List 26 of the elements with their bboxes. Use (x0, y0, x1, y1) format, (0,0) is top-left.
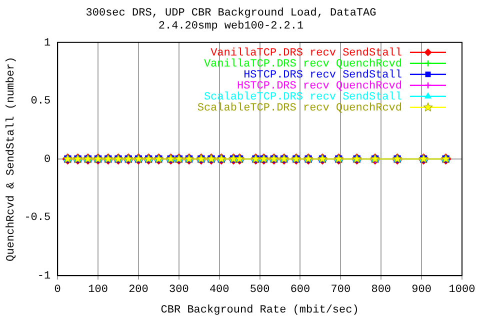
x-tick-label: 900 (412, 284, 432, 296)
text: 300sec DRS, UDP CBR Background Load, DataTAG (86, 8, 376, 20)
y-tick-label: 1 (44, 37, 51, 50)
y-tick-label: -0.5 (24, 212, 51, 224)
text: 2.4.20smp web100-2.2.1 (158, 20, 304, 33)
y-axis-title: QuenchRcvd & SendStall (number) (6, 56, 18, 262)
legend-label: VanillaTCP.DRS recv SendStall (210, 47, 402, 60)
y-tick-label: 0.5 (30, 96, 51, 108)
x-tick-label: 0 (54, 284, 61, 296)
x-tick-label: 700 (330, 284, 351, 296)
x-tick-label: 600 (290, 284, 310, 296)
legend-label: VanillaTCP.DRS recv QuenchRcvd (204, 58, 402, 70)
x-tick-label: 1000 (448, 284, 476, 296)
y-tick-label: 0 (44, 154, 51, 166)
x-tick-label: 200 (128, 284, 148, 296)
legend-label: HSTCP.DRS recv SendStall (244, 69, 402, 82)
x-tick-label: 500 (250, 284, 270, 296)
x-axis-title: CBR Background Rate (mbit/sec) (160, 304, 359, 316)
x-tick-label: 300 (169, 284, 189, 296)
y-tick-label: -1 (37, 270, 51, 283)
x-tick-label: 100 (88, 284, 108, 296)
legend-label: ScalableTCP.DRS recv QuenchRcvd (197, 102, 402, 114)
legend-label: HSTCP.DRS recv QuenchRcvd (236, 80, 402, 92)
x-tick-label: 800 (371, 284, 392, 296)
legend-label: ScalableTCP.DRS recv SendStall (204, 91, 402, 104)
x-tick-label: 400 (209, 284, 230, 296)
